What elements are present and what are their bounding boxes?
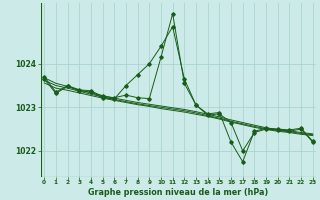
X-axis label: Graphe pression niveau de la mer (hPa): Graphe pression niveau de la mer (hPa) (88, 188, 268, 197)
